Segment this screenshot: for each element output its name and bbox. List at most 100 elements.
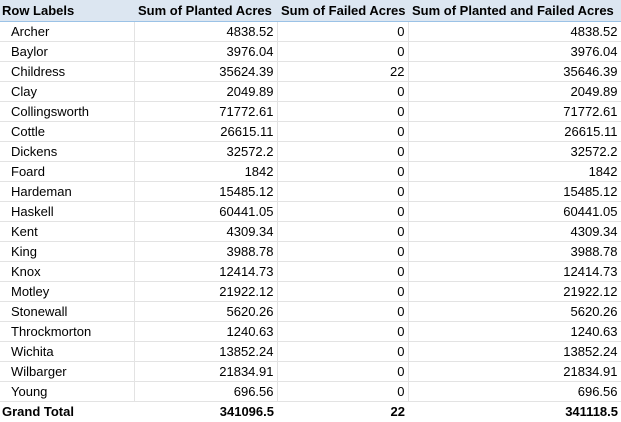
planted-cell[interactable]: 21922.12 [134, 281, 278, 302]
table-row: Archer 4838.52 0 4838.52 [0, 21, 621, 42]
table-row: Cottle 26615.11 0 26615.11 [0, 121, 621, 142]
planted-cell[interactable]: 12414.73 [134, 261, 278, 282]
pivot-body: Archer 4838.52 0 4838.52 Baylor 3976.04 … [0, 21, 621, 402]
planted-cell[interactable]: 35624.39 [134, 61, 278, 82]
failed-cell[interactable]: 0 [277, 101, 409, 122]
failed-cell[interactable]: 0 [277, 281, 409, 302]
row-label-cell[interactable]: Wilbarger [0, 361, 135, 382]
row-label-cell[interactable]: Throckmorton [0, 321, 135, 342]
planted-cell[interactable]: 26615.11 [134, 121, 278, 142]
row-label-cell[interactable]: Motley [0, 281, 135, 302]
total-cell[interactable]: 2049.89 [408, 81, 621, 102]
total-cell[interactable]: 3976.04 [408, 41, 621, 62]
failed-cell[interactable]: 0 [277, 81, 409, 102]
header-row-labels[interactable]: Row Labels [0, 0, 134, 22]
row-label-cell[interactable]: Wichita [0, 341, 135, 362]
planted-cell[interactable]: 5620.26 [134, 301, 278, 322]
total-cell[interactable]: 15485.12 [408, 181, 621, 202]
failed-cell[interactable]: 0 [277, 181, 409, 202]
planted-cell[interactable]: 696.56 [134, 381, 278, 402]
row-label-cell[interactable]: Baylor [0, 41, 135, 62]
row-label-cell[interactable]: King [0, 241, 135, 262]
row-label-cell[interactable]: Cottle [0, 121, 135, 142]
total-cell[interactable]: 12414.73 [408, 261, 621, 282]
planted-cell[interactable]: 32572.2 [134, 141, 278, 162]
row-label-cell[interactable]: Archer [0, 21, 135, 42]
total-cell[interactable]: 35646.39 [408, 61, 621, 82]
total-cell[interactable]: 21922.12 [408, 281, 621, 302]
planted-cell[interactable]: 15485.12 [134, 181, 278, 202]
failed-cell[interactable]: 22 [277, 61, 409, 82]
failed-cell[interactable]: 0 [277, 361, 409, 382]
header-sum-planted[interactable]: Sum of Planted Acres [134, 0, 277, 22]
failed-cell[interactable]: 0 [277, 141, 409, 162]
total-cell[interactable]: 71772.61 [408, 101, 621, 122]
row-label-cell[interactable]: Kent [0, 221, 135, 242]
failed-cell[interactable]: 0 [277, 381, 409, 402]
planted-cell[interactable]: 1240.63 [134, 321, 278, 342]
row-label-cell[interactable]: Stonewall [0, 301, 135, 322]
row-label-cell[interactable]: Dickens [0, 141, 135, 162]
grand-total-planted[interactable]: 341096.5 [134, 400, 277, 422]
failed-cell[interactable]: 0 [277, 341, 409, 362]
total-cell[interactable]: 4838.52 [408, 21, 621, 42]
row-label-cell[interactable]: Clay [0, 81, 135, 102]
table-row: Knox 12414.73 0 12414.73 [0, 261, 621, 282]
planted-cell[interactable]: 4309.34 [134, 221, 278, 242]
planted-cell[interactable]: 1842 [134, 161, 278, 182]
total-cell[interactable]: 13852.24 [408, 341, 621, 362]
failed-cell[interactable]: 0 [277, 41, 409, 62]
total-cell[interactable]: 3988.78 [408, 241, 621, 262]
table-row: Kent 4309.34 0 4309.34 [0, 221, 621, 242]
planted-cell[interactable]: 13852.24 [134, 341, 278, 362]
row-label-cell[interactable]: Haskell [0, 201, 135, 222]
planted-cell[interactable]: 3976.04 [134, 41, 278, 62]
failed-cell[interactable]: 0 [277, 241, 409, 262]
row-label-cell[interactable]: Young [0, 381, 135, 402]
table-row: Collingsworth 71772.61 0 71772.61 [0, 101, 621, 122]
total-cell[interactable]: 60441.05 [408, 201, 621, 222]
row-label-cell[interactable]: Childress [0, 61, 135, 82]
total-cell[interactable]: 1240.63 [408, 321, 621, 342]
failed-cell[interactable]: 0 [277, 321, 409, 342]
planted-cell[interactable]: 60441.05 [134, 201, 278, 222]
total-cell[interactable]: 21834.91 [408, 361, 621, 382]
table-row: Wilbarger 21834.91 0 21834.91 [0, 361, 621, 382]
header-sum-failed[interactable]: Sum of Failed Acres [277, 0, 408, 22]
total-cell[interactable]: 26615.11 [408, 121, 621, 142]
grand-total-sum[interactable]: 341118.5 [408, 400, 621, 422]
table-row: Stonewall 5620.26 0 5620.26 [0, 301, 621, 322]
table-row: Throckmorton 1240.63 0 1240.63 [0, 321, 621, 342]
failed-cell[interactable]: 0 [277, 261, 409, 282]
grand-total-label[interactable]: Grand Total [0, 400, 134, 422]
header-sum-planted-failed[interactable]: Sum of Planted and Failed Acres [408, 0, 621, 22]
table-row: King 3988.78 0 3988.78 [0, 241, 621, 262]
row-label-cell[interactable]: Foard [0, 161, 135, 182]
failed-cell[interactable]: 0 [277, 301, 409, 322]
failed-cell[interactable]: 0 [277, 221, 409, 242]
table-row: Wichita 13852.24 0 13852.24 [0, 341, 621, 362]
total-cell[interactable]: 1842 [408, 161, 621, 182]
planted-cell[interactable]: 3988.78 [134, 241, 278, 262]
failed-cell[interactable]: 0 [277, 201, 409, 222]
total-cell[interactable]: 32572.2 [408, 141, 621, 162]
failed-cell[interactable]: 0 [277, 161, 409, 182]
row-label-cell[interactable]: Hardeman [0, 181, 135, 202]
planted-cell[interactable]: 4838.52 [134, 21, 278, 42]
total-cell[interactable]: 5620.26 [408, 301, 621, 322]
failed-cell[interactable]: 0 [277, 121, 409, 142]
planted-cell[interactable]: 21834.91 [134, 361, 278, 382]
table-row: Foard 1842 0 1842 [0, 161, 621, 182]
header-row: Row Labels Sum of Planted Acres Sum of F… [0, 0, 621, 22]
planted-cell[interactable]: 71772.61 [134, 101, 278, 122]
table-row: Clay 2049.89 0 2049.89 [0, 81, 621, 102]
pivot-header: Row Labels Sum of Planted Acres Sum of F… [0, 0, 621, 22]
row-label-cell[interactable]: Collingsworth [0, 101, 135, 122]
failed-cell[interactable]: 0 [277, 21, 409, 42]
planted-cell[interactable]: 2049.89 [134, 81, 278, 102]
total-cell[interactable]: 696.56 [408, 381, 621, 402]
total-cell[interactable]: 4309.34 [408, 221, 621, 242]
row-label-cell[interactable]: Knox [0, 261, 135, 282]
grand-total-failed[interactable]: 22 [277, 400, 408, 422]
